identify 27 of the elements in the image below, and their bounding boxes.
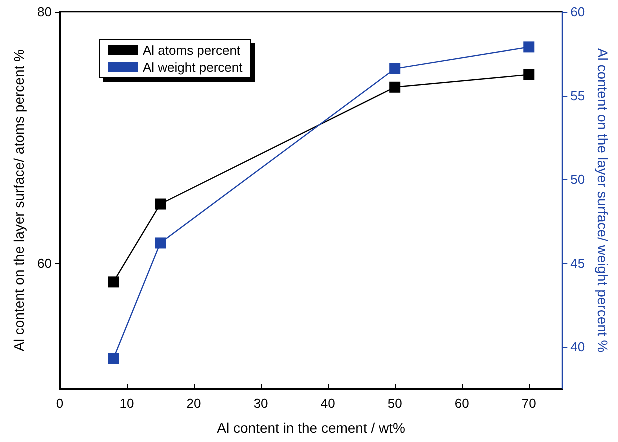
y2-tick-label: 45 bbox=[570, 256, 586, 271]
point bbox=[524, 69, 535, 80]
x-tick-label: 40 bbox=[320, 396, 336, 411]
y2-axis-title: Al content on the layer surface/ weight percent % bbox=[595, 48, 611, 353]
point bbox=[524, 42, 535, 53]
point bbox=[390, 63, 401, 74]
point bbox=[155, 198, 166, 210]
x-tick-label: 70 bbox=[522, 396, 536, 411]
x-tick-label: 50 bbox=[388, 396, 402, 411]
x-tick-label: 0 bbox=[56, 396, 64, 411]
point bbox=[155, 238, 166, 249]
legend-label: Al atoms percent bbox=[143, 43, 241, 58]
x-tick-label: 10 bbox=[120, 396, 134, 411]
x-tick-label: 60 bbox=[454, 396, 470, 411]
y2-tick-label: 50 bbox=[570, 172, 586, 188]
x-axis-title: Al content in the cement / wt% bbox=[217, 420, 406, 436]
x-tick-label: 20 bbox=[186, 396, 202, 411]
y2-tick-label: 60 bbox=[570, 4, 586, 20]
y-axis-title: Al content on the layer surface/ atoms percent % bbox=[11, 50, 27, 352]
legend-label: Al weight percent bbox=[143, 60, 244, 75]
x-tick-label: 30 bbox=[254, 396, 268, 411]
y2-tick-label: 55 bbox=[570, 88, 586, 104]
y-tick-label: 80 bbox=[38, 4, 52, 20]
point bbox=[390, 82, 401, 93]
y2-tick-label: 40 bbox=[570, 340, 586, 355]
point bbox=[108, 353, 120, 364]
point bbox=[108, 276, 120, 288]
